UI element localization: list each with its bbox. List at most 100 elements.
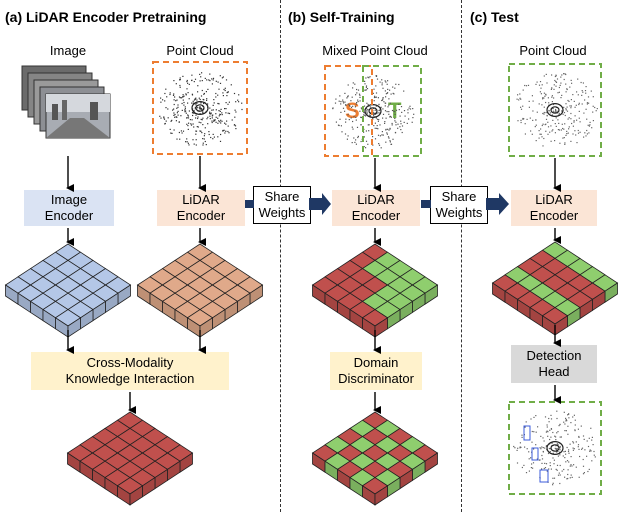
point [186,88,188,90]
point [554,140,556,142]
point [217,117,219,119]
point [399,115,401,117]
point [550,428,553,430]
point [188,110,190,112]
point [567,132,569,134]
point [557,129,559,131]
point [377,97,379,99]
point [365,85,368,87]
point [173,112,175,114]
point [407,109,409,111]
point [581,103,583,105]
point [555,468,557,470]
point [192,102,194,104]
point [204,127,206,129]
point [359,96,361,98]
point [368,124,370,126]
point [373,100,375,102]
point [221,120,223,122]
point [184,108,186,110]
point [558,86,560,89]
point [160,101,162,103]
point [574,424,576,426]
point [217,94,219,96]
point [520,108,523,110]
point [175,120,177,122]
point [185,93,187,95]
point [540,128,542,130]
point [218,115,220,117]
point [381,82,383,84]
point [412,108,414,110]
point [588,132,590,134]
point [555,80,557,83]
point [559,436,561,438]
point [224,87,226,89]
point [395,124,397,126]
point [545,130,547,132]
point [199,73,201,75]
point [587,96,590,98]
point [196,102,198,104]
point [374,122,376,124]
point [231,119,233,121]
point [203,92,205,95]
point [375,75,377,77]
point [569,443,571,445]
point [579,121,581,123]
point [338,100,340,102]
point [519,97,521,99]
point [577,428,579,430]
point [345,121,347,123]
point [534,126,536,128]
point [542,447,544,449]
point [578,102,580,104]
point [383,101,385,103]
point [364,83,366,85]
point [555,81,558,83]
point [558,91,560,93]
point [365,89,367,91]
point [409,108,412,110]
point [561,110,563,112]
point [217,102,219,105]
point [379,124,381,126]
point [384,122,386,124]
point [592,444,594,446]
point [584,132,586,134]
point [564,142,566,144]
point [540,133,542,135]
image-encoder-line1: Image [50,192,88,207]
point [535,444,537,446]
point [209,73,211,75]
point [551,130,553,132]
point [547,97,549,99]
point [179,79,181,81]
point [587,124,589,126]
point [533,416,535,418]
point [525,85,528,87]
point [552,452,554,454]
point [407,112,409,114]
point [202,112,204,114]
sensor-ring [550,106,560,114]
point [561,123,563,125]
point [337,124,340,126]
point [372,117,374,119]
point [547,435,549,437]
point [185,94,187,96]
point [184,106,186,108]
point [363,131,365,133]
point [539,91,541,93]
mixed-point-cloud-label: Mixed Point Cloud [322,43,428,58]
point [552,431,554,434]
point [221,114,223,116]
point [543,106,545,108]
point [567,118,569,120]
point [366,102,368,104]
point [582,82,584,84]
point [366,110,368,112]
point [194,103,196,105]
point [530,457,532,459]
point [564,73,566,75]
